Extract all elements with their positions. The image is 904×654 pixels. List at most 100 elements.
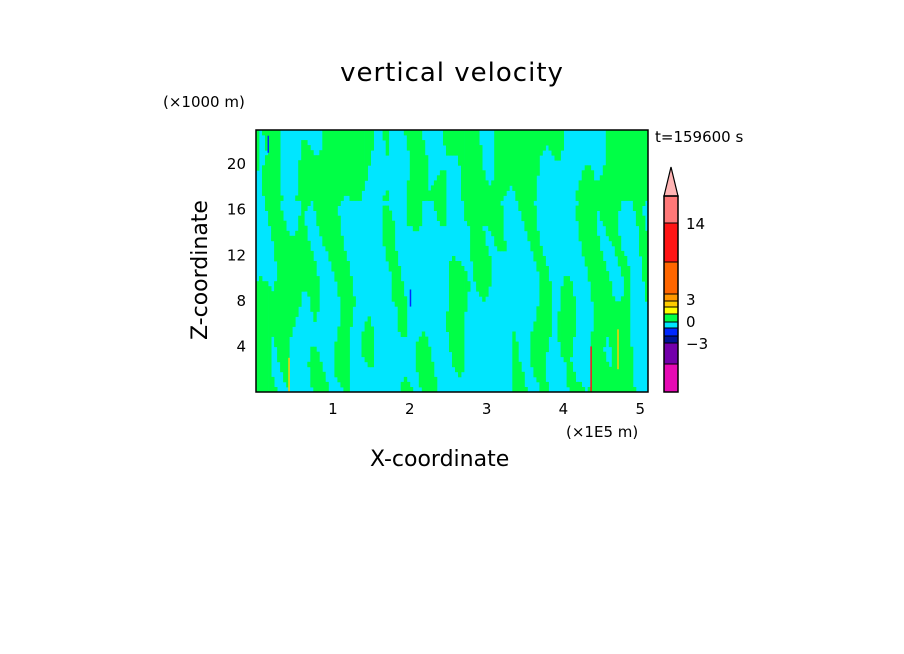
contour-cell-positive — [262, 165, 266, 196]
contour-cell-positive — [286, 230, 290, 388]
contour-cell-positive — [605, 130, 610, 237]
contour-cell-positive — [611, 296, 616, 393]
contour-cell-positive — [406, 180, 411, 227]
contour-cell-positive — [361, 130, 365, 191]
contour-cell-positive — [620, 250, 625, 277]
contour-cell-positive — [587, 387, 592, 393]
contour-cell-positive — [364, 130, 368, 181]
contour-cell-positive — [488, 256, 492, 287]
contour-cell-positive — [334, 341, 338, 378]
contour-cell-positive — [289, 235, 293, 337]
contour-cell-positive — [560, 130, 564, 151]
contour-cell-positive — [461, 130, 465, 201]
contour-cell-positive — [596, 180, 601, 211]
contour-cell-positive — [645, 130, 649, 201]
contour-cell-positive — [343, 250, 347, 393]
contour-cell-positive — [331, 130, 335, 272]
contour-cell-positive — [608, 366, 613, 393]
contour-cell-positive — [482, 170, 486, 227]
x-tick-label: 1 — [328, 400, 338, 418]
contour-cell-positive — [382, 195, 386, 201]
contour-cell-positive — [642, 130, 646, 206]
contour-cell-positive — [503, 240, 507, 252]
contour-cell-positive — [271, 376, 275, 393]
contour-field — [256, 130, 649, 393]
contour-cell-positive — [328, 130, 332, 262]
contour-cell-positive — [569, 361, 573, 393]
colorbar-segment — [663, 293, 679, 302]
contour-cell-positive — [430, 361, 435, 393]
y-tick-label: 16 — [227, 201, 246, 219]
contour-cell-positive — [436, 175, 441, 221]
contour-cell-positive — [256, 130, 260, 171]
contour-cell-positive — [304, 140, 308, 211]
contour-cell-positive — [319, 361, 323, 393]
contour-cell-positive — [488, 185, 492, 232]
contour-cell-positive — [617, 235, 622, 267]
contour-cell-feature — [267, 135, 270, 153]
contour-cell-positive — [400, 381, 405, 393]
contour-cell-positive — [385, 190, 390, 201]
contour-cell-positive — [424, 155, 429, 201]
contour-cell-positive — [518, 130, 522, 211]
x-axis-unit: (×1E5 m) — [566, 423, 639, 441]
x-tick-label: 4 — [559, 400, 569, 418]
contour-cell-positive — [632, 130, 637, 211]
contour-cell-positive — [427, 346, 432, 393]
contour-cell-positive — [388, 210, 393, 272]
contour-cell-positive — [548, 130, 552, 151]
contour-cell-positive — [352, 130, 356, 201]
contour-cell-positive — [382, 130, 386, 141]
contour-cell-positive — [611, 130, 616, 247]
contour-cell-positive — [346, 130, 350, 196]
contour-cell-positive — [620, 296, 625, 393]
contour-cell-positive — [539, 245, 543, 393]
contour-cell-positive — [645, 230, 649, 302]
contour-cell-positive — [337, 130, 341, 206]
contour-cell-positive — [485, 245, 489, 297]
contour-cell-positive — [268, 286, 272, 393]
contour-cell-positive — [518, 361, 522, 393]
colorbar-segment — [663, 261, 679, 295]
contour-cell-positive — [536, 130, 540, 176]
contour-cell-positive — [545, 130, 549, 146]
contour-cell-positive — [409, 130, 414, 227]
contour-cell-positive — [307, 361, 311, 368]
contour-cell-positive — [593, 180, 598, 393]
contour-cell-positive — [403, 376, 408, 393]
contour-cell-positive — [563, 276, 567, 363]
contour-cell-positive — [322, 371, 326, 393]
y-tick-label: 12 — [227, 246, 246, 264]
contour-cell-positive — [355, 130, 359, 201]
contour-cell-positive — [473, 130, 477, 282]
contour-cell-positive — [400, 281, 405, 337]
colorbar-frame — [663, 195, 679, 393]
contour-cell-positive — [642, 215, 646, 282]
contour-cell-positive — [521, 371, 525, 393]
contour-cell-positive — [530, 331, 534, 368]
contour-cell-positive — [639, 130, 643, 257]
colorbar-segment — [663, 321, 679, 329]
contour-cell-positive — [512, 331, 516, 393]
contour-cell-positive — [629, 130, 634, 201]
contour-cell-positive — [605, 361, 610, 393]
contour-cell-positive — [569, 281, 573, 358]
contour-cell-positive — [635, 130, 640, 227]
colorbar-segment — [663, 342, 679, 365]
contour-cell-positive — [545, 381, 549, 393]
colorbar-segment — [663, 306, 679, 315]
contour-cell-positive — [403, 130, 408, 136]
contour-cell-positive — [406, 130, 411, 151]
contour-cell-positive — [452, 130, 456, 156]
colorbar-label: 3 — [686, 291, 696, 309]
contour-cell-positive — [608, 281, 613, 348]
contour-cell-feature — [590, 346, 592, 392]
contour-cell-positive — [277, 130, 281, 363]
contour-cell-positive — [385, 205, 390, 262]
contour-cell-positive — [367, 130, 371, 166]
contour-cell-positive — [470, 130, 474, 262]
contour-cell-positive — [581, 170, 586, 257]
contour-cell-positive — [271, 130, 275, 242]
colorbar-segment — [663, 195, 679, 224]
contour-cell-positive — [617, 130, 622, 211]
